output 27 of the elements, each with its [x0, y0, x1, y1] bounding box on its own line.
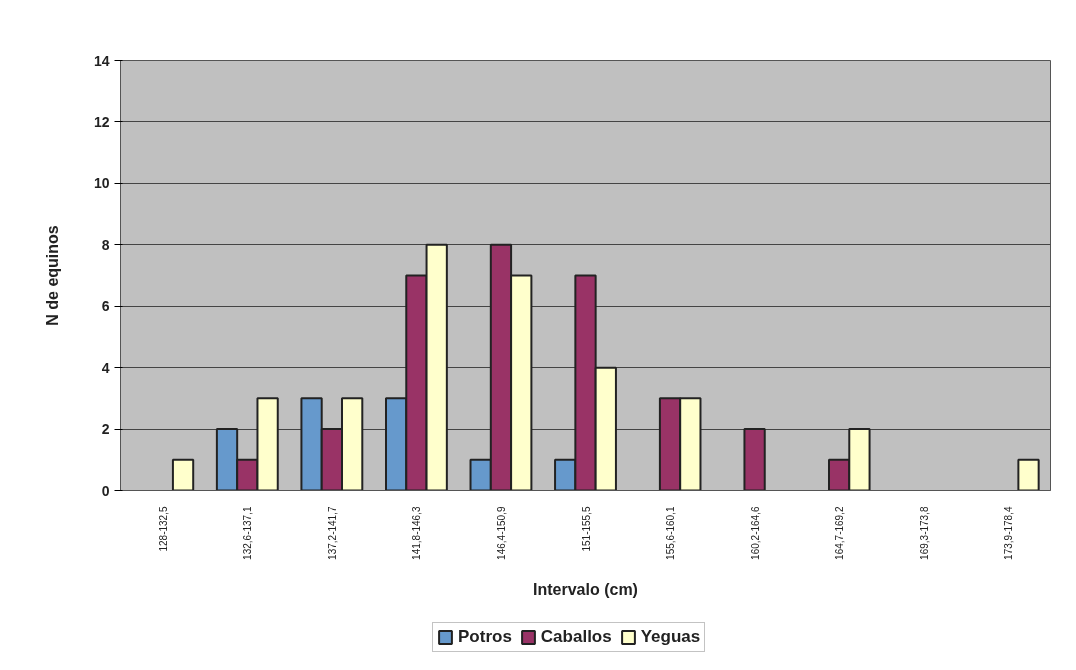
x-tick-label: 132,6-137,1: [242, 506, 254, 560]
bar: [743, 428, 766, 491]
legend-label: Caballos: [540, 627, 612, 647]
x-tick-label: 141,8-146,3: [411, 506, 423, 560]
y-axis-title: N de equinos: [43, 225, 61, 326]
x-tick-label: 160,2-164,6: [749, 506, 761, 560]
x-tick-label: 128-132,5: [157, 506, 169, 552]
legend-label: Yeguas: [640, 627, 701, 647]
y-tick-label: 4: [101, 359, 110, 376]
legend-label: Potros: [458, 627, 512, 647]
y-tick-label: 6: [101, 298, 110, 315]
y-tick-label: 10: [93, 175, 110, 192]
bar: [171, 458, 195, 491]
x-tick-label: 151-155,5: [580, 506, 592, 552]
x-tick-label: 137,2-141,7: [326, 506, 338, 560]
bar: [1017, 458, 1040, 491]
y-tick-label: 14: [93, 52, 110, 69]
x-tick-label: 169,3-173,8: [918, 506, 930, 560]
y-tick-label: 2: [101, 421, 110, 438]
x-tick-label: 155,6-160,1: [665, 506, 677, 560]
x-tick-label: 146,4-150,9: [495, 506, 507, 560]
y-tick-label: 8: [101, 236, 110, 253]
x-tick-label: 173,9-178,4: [1003, 506, 1015, 560]
x-axis-title: Intervalo (cm): [533, 580, 638, 598]
y-tick-label: 12: [93, 113, 110, 130]
x-tick-label: 164,7-169,2: [834, 506, 846, 560]
y-tick-label: 0: [101, 482, 110, 499]
